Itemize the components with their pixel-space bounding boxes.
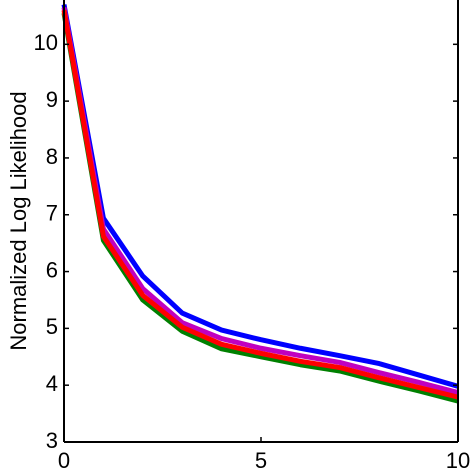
series-line (61, 6, 459, 395)
y-tick-label: 3 (46, 428, 58, 453)
series-line (61, 4, 459, 389)
y-tick-label: 5 (46, 314, 58, 339)
x-tick-label: 10 (446, 448, 470, 473)
y-axis-label: Normalized Log Likelihood (6, 91, 31, 350)
x-tick-label: 5 (255, 448, 267, 473)
series-line (61, 9, 459, 400)
series-line (61, 12, 459, 404)
y-tick-label: 10 (34, 30, 58, 55)
y-tick-label: 7 (46, 201, 58, 226)
y-tick-label: 8 (46, 144, 58, 169)
y-tick-label: 4 (46, 371, 58, 396)
y-tick-label: 6 (46, 257, 58, 282)
x-tick-label: 0 (58, 448, 70, 473)
y-tick-label: 9 (46, 87, 58, 112)
